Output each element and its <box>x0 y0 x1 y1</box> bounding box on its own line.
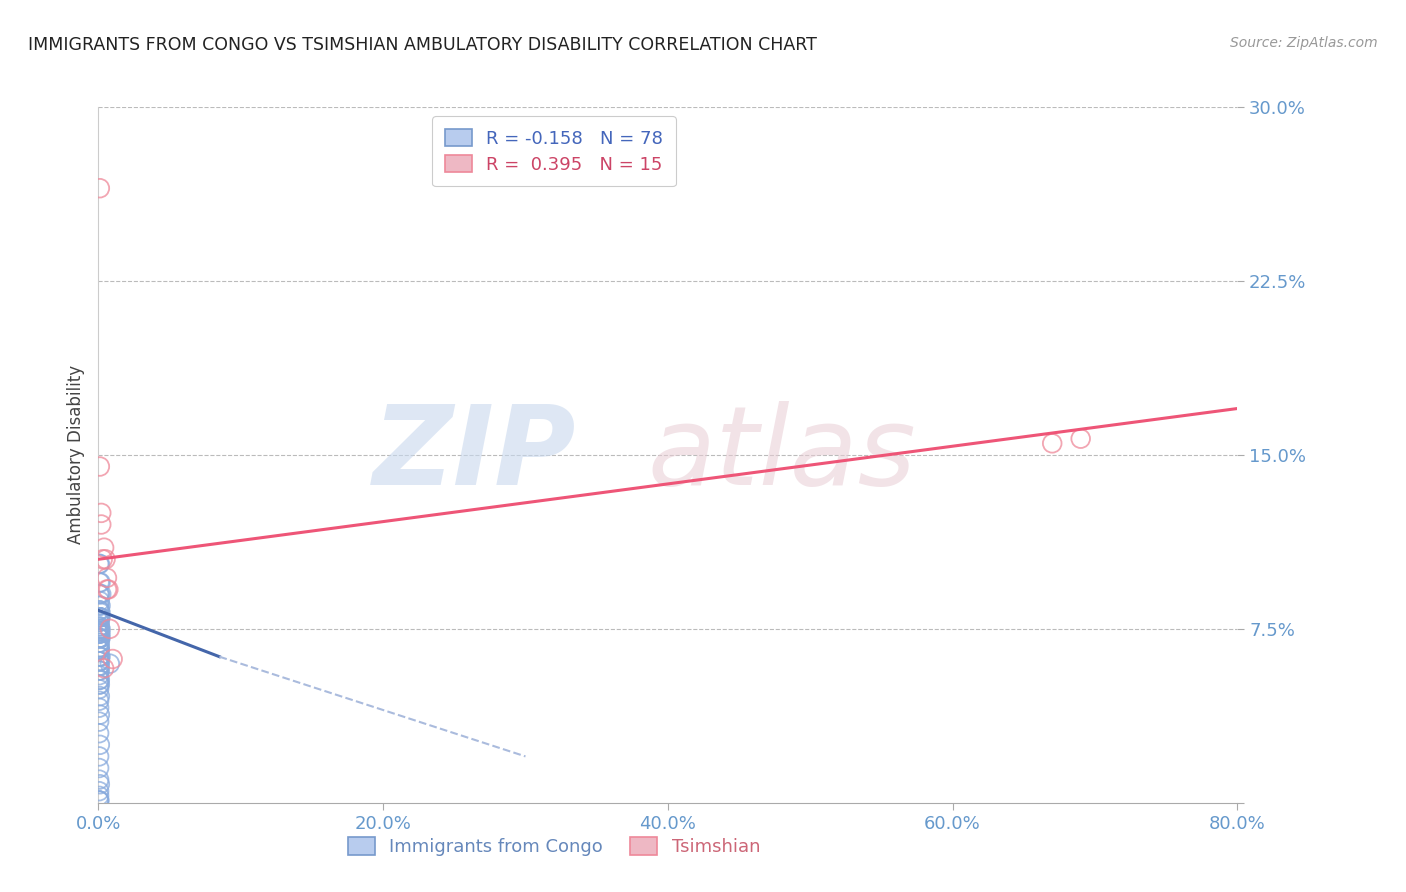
Point <box>90 610 112 624</box>
Point <box>89 624 111 639</box>
Point <box>89 682 111 697</box>
Point <box>89 622 111 636</box>
Point <box>96 571 118 585</box>
Point <box>89 649 111 664</box>
Point <box>89 793 111 807</box>
Point <box>1040 436 1063 450</box>
Point <box>89 557 111 571</box>
Point <box>89 677 111 691</box>
Point <box>89 626 111 640</box>
Point <box>89 738 111 752</box>
Point <box>93 541 115 555</box>
Point <box>89 784 111 798</box>
Point <box>89 626 111 640</box>
Point <box>89 668 111 682</box>
Point <box>89 642 111 657</box>
Point <box>89 761 111 775</box>
Point <box>89 707 111 722</box>
Point <box>90 606 112 620</box>
Point <box>89 726 111 740</box>
Text: atlas: atlas <box>647 401 917 508</box>
Point <box>89 610 111 624</box>
Y-axis label: Ambulatory Disability: Ambulatory Disability <box>66 366 84 544</box>
Point <box>1070 432 1092 446</box>
Point <box>89 603 111 617</box>
Point <box>89 557 111 571</box>
Point <box>94 552 117 566</box>
Point <box>93 661 115 675</box>
Point <box>98 622 121 636</box>
Point <box>89 789 111 803</box>
Text: ZIP: ZIP <box>373 401 576 508</box>
Point <box>89 664 111 678</box>
Legend: Immigrants from Congo, Tsimshian: Immigrants from Congo, Tsimshian <box>340 830 768 863</box>
Point <box>89 615 111 629</box>
Point <box>89 603 111 617</box>
Point <box>89 626 111 640</box>
Point <box>89 640 111 655</box>
Text: Source: ZipAtlas.com: Source: ZipAtlas.com <box>1230 36 1378 50</box>
Point <box>89 587 111 601</box>
Point <box>89 673 111 687</box>
Point <box>89 677 111 691</box>
Point <box>89 694 111 708</box>
Point <box>89 654 111 668</box>
Point <box>89 575 111 590</box>
Point <box>89 689 111 703</box>
Point <box>89 772 111 787</box>
Point <box>89 664 111 678</box>
Point <box>89 619 111 633</box>
Point <box>89 624 111 639</box>
Point <box>89 626 111 640</box>
Point <box>89 714 111 729</box>
Point <box>89 749 111 764</box>
Point <box>90 587 112 601</box>
Point <box>89 649 111 664</box>
Point <box>89 659 111 673</box>
Point <box>89 594 111 608</box>
Point <box>90 626 112 640</box>
Point <box>89 610 111 624</box>
Point <box>90 649 112 664</box>
Point <box>89 793 111 807</box>
Point <box>89 599 111 613</box>
Point <box>90 506 112 520</box>
Point <box>89 615 111 629</box>
Point <box>89 181 111 195</box>
Point <box>90 622 112 636</box>
Point <box>91 552 114 566</box>
Point <box>90 517 112 532</box>
Point <box>89 640 111 655</box>
Point <box>89 631 111 645</box>
Point <box>89 642 111 657</box>
Point <box>89 642 111 657</box>
Point <box>98 657 121 671</box>
Point <box>89 610 111 624</box>
Point <box>89 631 111 645</box>
Point <box>89 777 111 791</box>
Point <box>89 624 111 639</box>
Point <box>89 587 111 601</box>
Point <box>90 599 112 613</box>
Point <box>89 654 111 668</box>
Point <box>89 622 111 636</box>
Point <box>89 610 111 624</box>
Point <box>89 459 111 474</box>
Point <box>90 631 112 645</box>
Point <box>89 793 111 807</box>
Point <box>89 636 111 650</box>
Point <box>96 582 118 597</box>
Point <box>89 619 111 633</box>
Point <box>89 700 111 714</box>
Point <box>101 652 124 666</box>
Point <box>89 654 111 668</box>
Point <box>89 631 111 645</box>
Point <box>89 631 111 645</box>
Point <box>90 575 112 590</box>
Text: IMMIGRANTS FROM CONGO VS TSIMSHIAN AMBULATORY DISABILITY CORRELATION CHART: IMMIGRANTS FROM CONGO VS TSIMSHIAN AMBUL… <box>28 36 817 54</box>
Point <box>89 636 111 650</box>
Point <box>89 673 111 687</box>
Point <box>89 659 111 673</box>
Point <box>97 582 120 597</box>
